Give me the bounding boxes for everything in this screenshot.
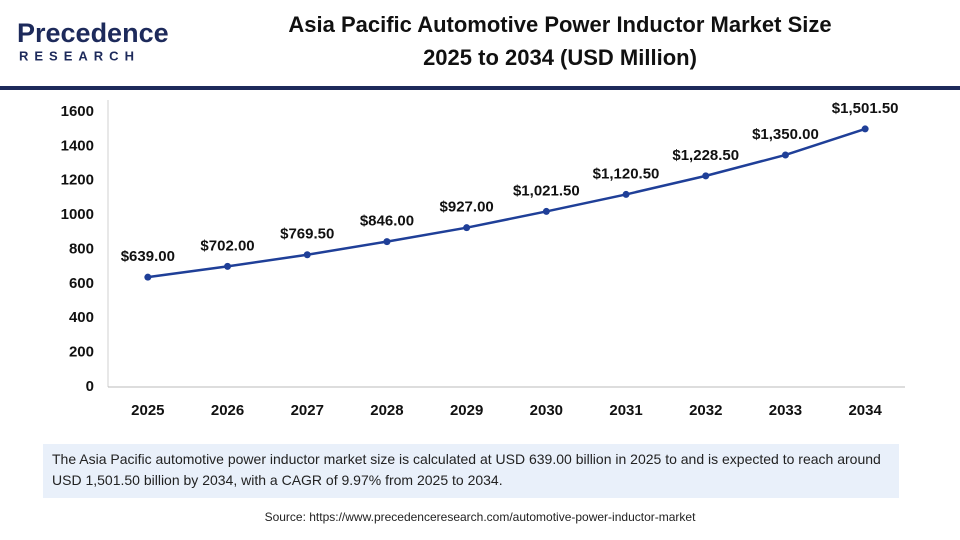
logo-tagline: RESEARCH <box>19 48 140 63</box>
value-label: $1,120.50 <box>593 165 660 182</box>
point <box>861 125 869 133</box>
point <box>702 172 710 180</box>
value-label: $769.50 <box>280 226 334 243</box>
header-rule <box>0 86 960 90</box>
value-label: $846.00 <box>360 213 414 230</box>
x-tick-label: 2034 <box>848 402 882 419</box>
y-tick-label: 1200 <box>61 172 94 189</box>
chart-title: Asia Pacific Automotive Power Inductor M… <box>288 12 831 37</box>
value-label: $1,350.00 <box>752 126 819 143</box>
x-tick-label: 2030 <box>530 402 563 419</box>
y-tick-label: 200 <box>69 344 94 361</box>
x-tick-label: 2031 <box>609 402 642 419</box>
x-tick-label: 2026 <box>211 402 244 419</box>
y-tick-label: 1000 <box>61 206 94 223</box>
x-tick-label: 2029 <box>450 402 483 419</box>
x-tick-label: 2028 <box>370 402 403 419</box>
x-tick-label: 2032 <box>689 402 722 419</box>
x-tick-label: 2025 <box>131 402 164 419</box>
chart-title: 2025 to 2034 (USD Million) <box>423 45 697 70</box>
source: Source: https://www.precedenceresearch.c… <box>264 510 696 524</box>
point <box>383 238 391 246</box>
y-tick-label: 1600 <box>61 103 94 120</box>
y-tick-label: 600 <box>69 275 94 292</box>
point <box>542 207 550 215</box>
point <box>781 151 789 159</box>
point <box>463 224 471 232</box>
value-label: $1,021.50 <box>513 182 580 199</box>
value-label: $1,228.50 <box>672 147 739 164</box>
logo-name: Precedence <box>17 18 169 48</box>
point <box>303 251 311 259</box>
value-label: $702.00 <box>200 237 254 254</box>
description: The Asia Pacific automotive power induct… <box>43 444 899 498</box>
value-label: $639.00 <box>121 248 175 265</box>
x-tick-label: 2033 <box>769 402 802 419</box>
y-tick-label: 1400 <box>61 137 94 154</box>
line <box>147 127 866 279</box>
value-label: $927.00 <box>440 199 494 216</box>
value-label: $1,501.50 <box>832 100 899 117</box>
point <box>144 273 152 281</box>
point <box>622 190 630 198</box>
x-tick-label: 2027 <box>291 402 324 419</box>
y-tick-label: 400 <box>69 309 94 326</box>
y-tick-label: 800 <box>69 240 94 257</box>
point <box>224 262 232 270</box>
y-tick-label: 0 <box>86 378 94 395</box>
